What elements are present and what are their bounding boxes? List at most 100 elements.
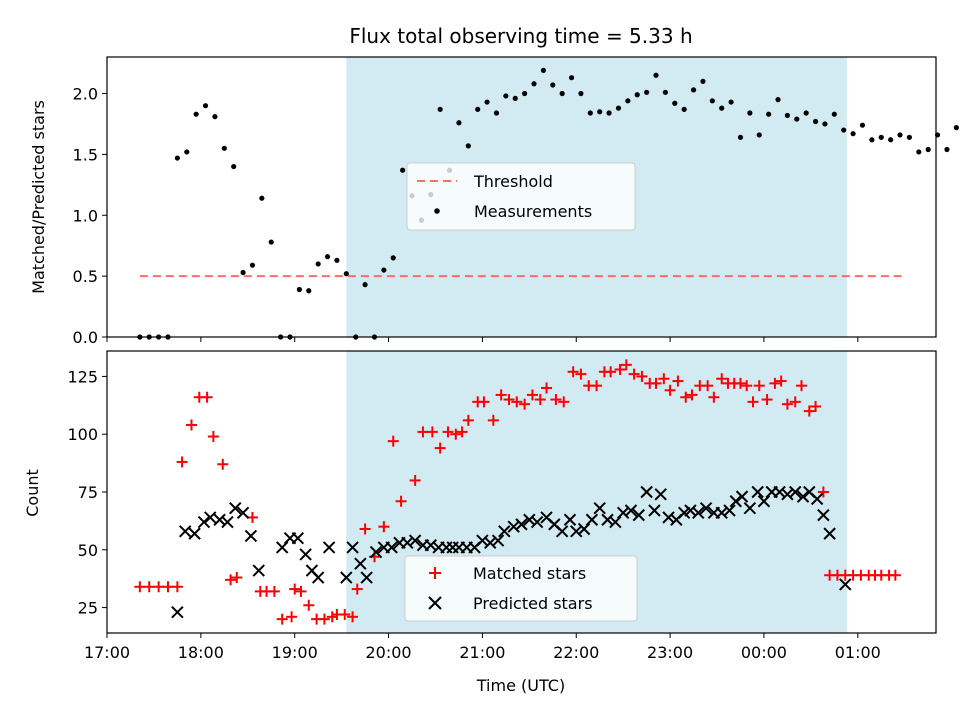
predicted-star-point	[291, 532, 305, 545]
y-tick-label: 75	[78, 483, 98, 502]
measurement-point	[334, 257, 340, 263]
matched-star-point	[775, 375, 787, 387]
matched-star-point	[803, 405, 815, 417]
measurement-point	[202, 103, 209, 109]
measurement-point	[493, 110, 500, 116]
x-tick-label: 22:00	[553, 643, 599, 662]
matched-star-point	[217, 458, 229, 470]
y-tick-label: 2.0	[73, 85, 98, 104]
matched-star-point	[817, 486, 829, 498]
measurement-point	[888, 137, 894, 143]
predicted-star-point	[498, 525, 511, 538]
predicted-star-point	[360, 571, 373, 584]
measurement-point	[737, 134, 744, 140]
matched-star-point	[462, 414, 474, 426]
matched-star-point	[734, 377, 746, 389]
matched-star-point	[702, 380, 714, 392]
predicted-star-point	[299, 548, 312, 561]
x-tick-label: 18:00	[178, 643, 224, 662]
measurement-point	[362, 282, 368, 288]
count-legend: Matched stars Predicted stars	[404, 555, 638, 622]
matched-star-point	[289, 583, 301, 595]
matched-star-point	[478, 396, 490, 408]
predicted-star-point	[179, 525, 192, 538]
measurement-point	[916, 149, 922, 155]
y-tick-label: 0.0	[73, 328, 98, 347]
measurement-point	[775, 97, 781, 103]
matched-star-point	[664, 384, 676, 396]
measurement-point	[400, 167, 406, 173]
measurement-point	[343, 271, 349, 277]
measurement-point	[728, 99, 734, 105]
predicted-star-point	[340, 571, 353, 584]
matched-star-point	[134, 581, 146, 593]
measurement-point	[231, 163, 237, 170]
measurement-point	[550, 82, 556, 88]
matched-star-point	[614, 363, 626, 375]
matched-star-point	[409, 474, 421, 486]
measurement-point	[531, 81, 537, 87]
measurement-point	[475, 106, 481, 112]
predicted-star-point	[810, 492, 824, 506]
threshold-legend-label: Threshold	[473, 172, 553, 191]
matched-star-point	[789, 396, 801, 408]
predicted-star-point	[484, 536, 497, 550]
measurement-point	[794, 116, 800, 122]
measurement-point	[390, 255, 396, 261]
matched-star-point	[636, 370, 648, 382]
chart-title: Flux total observing time = 5.33 h	[349, 24, 692, 48]
predicted-star-point	[692, 506, 705, 520]
matched-star-point	[716, 373, 728, 385]
matched-star-point	[769, 377, 781, 389]
predicted-star-point	[609, 515, 622, 529]
matched-star-point	[201, 391, 213, 403]
predicted-star-point	[385, 541, 398, 554]
predicted-star-point	[699, 501, 713, 515]
predicted-star-point	[751, 485, 764, 499]
matched-star-point	[378, 521, 390, 533]
matched-star-point	[303, 599, 315, 611]
matched-star-point	[450, 428, 462, 440]
matched-star-point	[810, 400, 822, 412]
predicted-star-point	[781, 488, 794, 501]
matched-star-point	[567, 366, 579, 378]
matched-star-point	[359, 523, 371, 535]
measurement-point	[812, 118, 819, 125]
matched-star-point	[541, 382, 553, 394]
measurement-point	[221, 145, 227, 151]
measurement-point	[953, 125, 959, 131]
matched-star-point	[526, 389, 538, 401]
measurement-point	[850, 131, 856, 137]
matched-star-point	[326, 611, 338, 623]
matched-star-point	[495, 389, 507, 401]
measurement-point	[240, 269, 246, 276]
predicted-star-point	[735, 490, 749, 503]
predicted-star-point	[523, 513, 536, 526]
count-panel: 25 50 75 100 125 17:00 18:00 19:00 20:00 21:00 22…	[23, 350, 937, 695]
predicted-star-point	[789, 485, 802, 499]
measurement-point	[803, 110, 809, 116]
ratio-panel: 0.0 0.5 1.0 1.5 2.0 Flux total observing tim…	[29, 24, 959, 347]
measurement-point	[944, 146, 950, 153]
predicted-star-point	[322, 541, 336, 554]
x-tick-label: 01:00	[835, 643, 881, 662]
matched-star-point	[171, 581, 183, 593]
predicted-star-point	[743, 501, 757, 515]
matched-star-point	[550, 394, 562, 406]
measurement-point	[193, 111, 199, 117]
measurement-point	[456, 120, 462, 126]
predicted-legend-swatch	[428, 596, 442, 610]
x-tick-label: 19:00	[272, 643, 318, 662]
matched-star-point	[417, 426, 429, 438]
predicted-star-point	[213, 513, 226, 526]
matched-star-point	[286, 611, 298, 623]
matched-star-point	[456, 426, 468, 438]
predicted-star-point	[796, 490, 810, 503]
measurement-point	[559, 90, 565, 97]
matched-star-point	[761, 394, 773, 406]
predicted-star-point	[723, 504, 736, 517]
measurement-point	[747, 110, 753, 116]
measurement-point	[906, 134, 913, 140]
predicted-star-point	[593, 501, 606, 515]
